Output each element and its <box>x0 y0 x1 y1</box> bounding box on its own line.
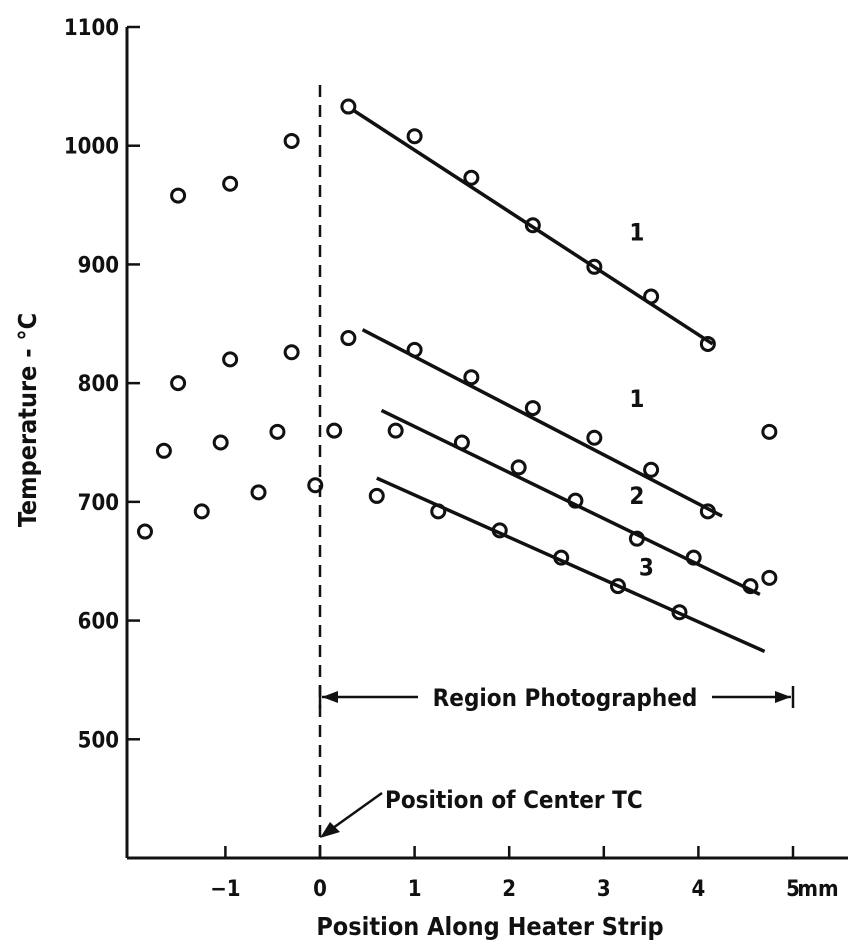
data-point <box>586 258 603 275</box>
data-point <box>453 434 470 451</box>
y-tick-label: 900 <box>78 253 119 278</box>
data-point <box>643 461 660 478</box>
series-label-2: 1 <box>629 385 644 413</box>
data-point <box>170 375 187 392</box>
data-point <box>628 530 645 547</box>
data-point <box>368 487 385 504</box>
y-tick-label: 1100 <box>64 16 119 41</box>
data-point <box>491 522 508 539</box>
y-tick-label: 800 <box>78 372 119 397</box>
data-point <box>553 549 570 566</box>
data-point <box>136 523 153 540</box>
data-point <box>222 351 239 368</box>
x-tick-label: 2 <box>502 877 516 902</box>
annotations: Region Photographed Position of Center TC <box>318 85 795 858</box>
series-label-3: 2 <box>629 482 644 510</box>
data-point <box>406 128 423 145</box>
region-photographed-label: Region Photographed <box>433 684 698 712</box>
series-label-1: 1 <box>629 219 644 247</box>
x-tick-label: 3 <box>597 877 611 902</box>
data-point <box>524 217 541 234</box>
x-tick-label: −1 <box>210 877 240 902</box>
data-markers <box>136 98 778 621</box>
y-axis-label: Temperature - °C <box>13 313 42 527</box>
y-tick-label: 1000 <box>64 135 119 160</box>
data-point <box>250 484 267 501</box>
data-point <box>699 503 716 520</box>
data-point <box>643 288 660 305</box>
data-point <box>524 400 541 417</box>
data-point <box>609 578 626 595</box>
ticks: 500 600 700 800 900 1000 1100 −1 0 1 2 3 4 5 <box>64 16 800 902</box>
y-tick-label: 600 <box>78 610 119 635</box>
data-point <box>586 429 603 446</box>
data-point <box>430 503 447 520</box>
x-unit-label: mm <box>797 877 838 902</box>
data-point <box>567 492 584 509</box>
x-tick-label: 1 <box>408 877 422 902</box>
data-point <box>761 569 778 586</box>
data-point <box>283 132 300 149</box>
data-point <box>212 434 229 451</box>
y-tick-label: 500 <box>78 728 119 753</box>
data-point <box>326 422 343 439</box>
y-tick-label: 700 <box>78 491 119 516</box>
data-point <box>510 459 527 476</box>
region-arrowhead-right <box>775 691 791 703</box>
data-point <box>340 98 357 115</box>
axes <box>125 27 848 860</box>
data-point <box>761 423 778 440</box>
data-point <box>170 187 187 204</box>
x-tick-label: 5 <box>786 877 800 902</box>
data-point <box>387 422 404 439</box>
x-tick-label: 4 <box>692 877 706 902</box>
region-arrowhead-left <box>322 691 338 703</box>
x-tick-label: 0 <box>313 877 327 902</box>
data-point <box>699 335 716 352</box>
data-point <box>463 169 480 186</box>
fit-lines: 1 1 2 3 <box>352 108 766 654</box>
data-point <box>463 369 480 386</box>
series-label-4: 3 <box>639 553 654 581</box>
data-point <box>307 477 324 494</box>
data-point <box>269 423 286 440</box>
center-tc-arrow-line <box>325 791 383 835</box>
data-point <box>155 442 172 459</box>
center-tc-label: Position of Center TC <box>385 786 643 814</box>
data-point <box>193 503 210 520</box>
data-point <box>742 578 759 595</box>
data-point <box>406 341 423 358</box>
data-point <box>222 175 239 192</box>
fit-line-1 <box>352 108 714 346</box>
data-point <box>340 330 357 347</box>
fit-line-2 <box>361 328 723 518</box>
data-point <box>685 549 702 566</box>
data-point <box>671 604 688 621</box>
x-axis-label: Position Along Heater Strip <box>316 912 663 941</box>
data-point <box>283 344 300 361</box>
center-tc-arrowhead <box>320 822 340 838</box>
